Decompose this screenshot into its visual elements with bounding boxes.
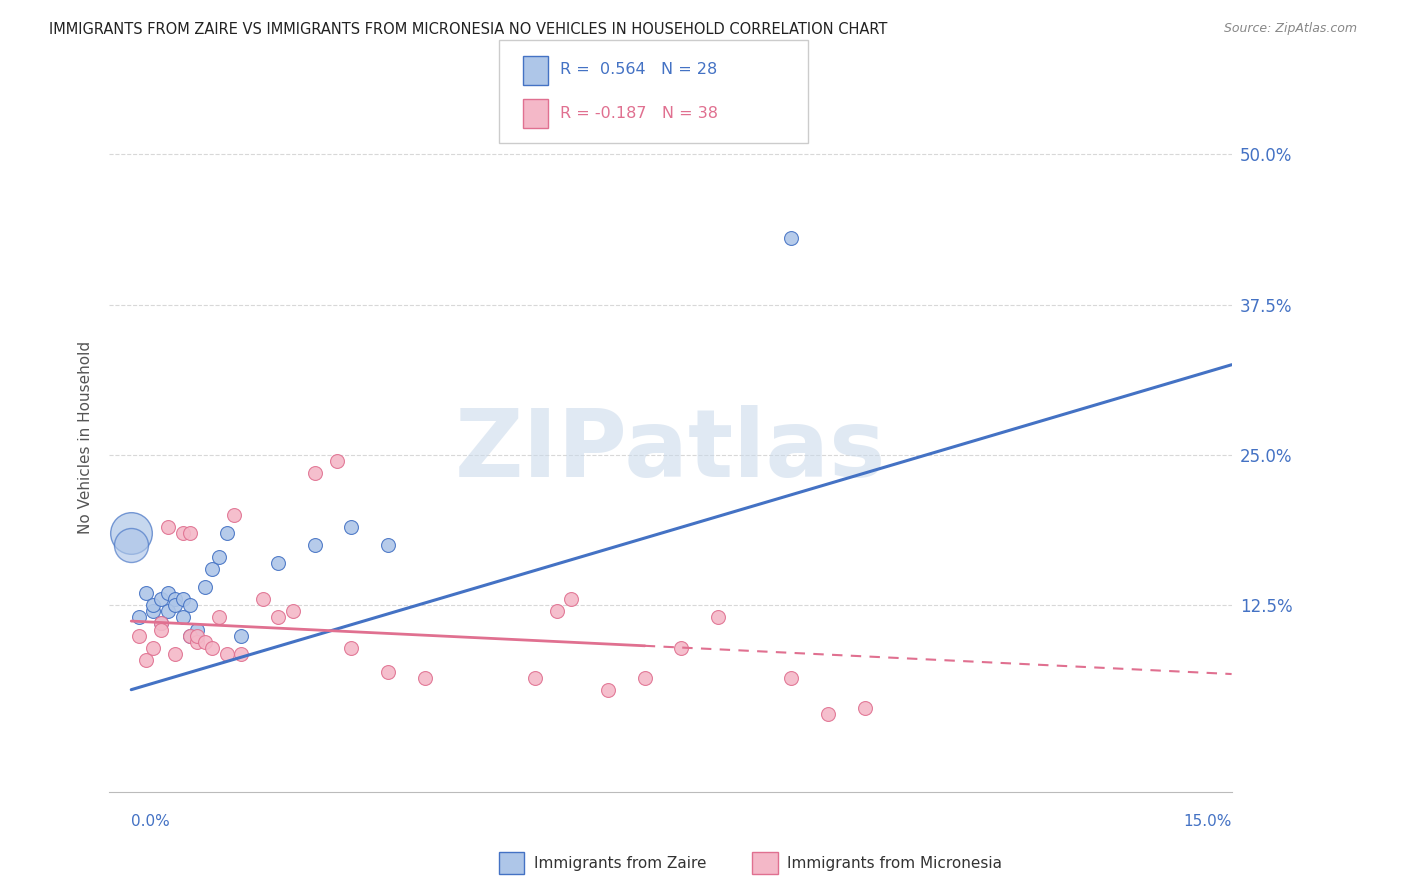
Point — [340, 640, 363, 655]
Point — [413, 671, 436, 685]
Point — [179, 526, 201, 541]
Point — [179, 628, 201, 642]
Point — [546, 604, 568, 618]
Point — [596, 682, 619, 697]
Point — [172, 592, 194, 607]
Point — [201, 562, 224, 576]
Point — [377, 538, 399, 552]
Point — [172, 610, 194, 624]
Point — [172, 526, 194, 541]
Point — [120, 538, 142, 552]
Point — [671, 640, 693, 655]
Point — [707, 610, 730, 624]
Point — [208, 610, 231, 624]
Point — [780, 671, 803, 685]
Point — [231, 628, 253, 642]
Point — [304, 538, 326, 552]
Point — [156, 604, 179, 618]
Point — [179, 599, 201, 613]
Point — [156, 586, 179, 600]
Point — [179, 628, 201, 642]
Point — [252, 592, 274, 607]
Point — [523, 671, 546, 685]
Point — [817, 706, 839, 721]
Text: Source: ZipAtlas.com: Source: ZipAtlas.com — [1223, 22, 1357, 36]
Point — [149, 623, 172, 637]
Point — [194, 581, 217, 595]
Text: 15.0%: 15.0% — [1184, 814, 1232, 829]
Point — [149, 592, 172, 607]
Point — [634, 671, 657, 685]
Text: IMMIGRANTS FROM ZAIRE VS IMMIGRANTS FROM MICRONESIA NO VEHICLES IN HOUSEHOLD COR: IMMIGRANTS FROM ZAIRE VS IMMIGRANTS FROM… — [49, 22, 887, 37]
Point — [128, 628, 150, 642]
Point — [149, 616, 172, 631]
Point — [128, 610, 150, 624]
Point — [231, 647, 253, 661]
Y-axis label: No Vehicles in Household: No Vehicles in Household — [79, 341, 93, 533]
Text: Immigrants from Micronesia: Immigrants from Micronesia — [787, 856, 1002, 871]
Point — [780, 231, 803, 245]
Point — [149, 616, 172, 631]
Point — [186, 628, 208, 642]
Text: Immigrants from Zaire: Immigrants from Zaire — [534, 856, 707, 871]
Point — [215, 647, 238, 661]
Point — [201, 640, 224, 655]
Point — [340, 520, 363, 534]
Point — [215, 526, 238, 541]
Text: R = -0.187   N = 38: R = -0.187 N = 38 — [560, 106, 717, 120]
Point — [142, 604, 165, 618]
Point — [142, 640, 165, 655]
Point — [165, 592, 187, 607]
Point — [560, 592, 582, 607]
Point — [135, 586, 157, 600]
Text: ZIPatlas: ZIPatlas — [454, 405, 886, 497]
Point — [120, 526, 142, 541]
Text: 0.0%: 0.0% — [131, 814, 170, 829]
Point — [135, 652, 157, 666]
Point — [853, 700, 876, 714]
Point — [165, 647, 187, 661]
Point — [194, 634, 217, 648]
Point — [208, 550, 231, 565]
Point — [142, 599, 165, 613]
Point — [325, 454, 347, 468]
Point — [165, 599, 187, 613]
Point — [377, 665, 399, 679]
Point — [186, 623, 208, 637]
Point — [304, 466, 326, 480]
Point — [281, 604, 304, 618]
Point — [222, 508, 245, 523]
Point — [267, 610, 290, 624]
Point — [267, 557, 290, 571]
Point — [156, 520, 179, 534]
Point — [186, 634, 208, 648]
Text: R =  0.564   N = 28: R = 0.564 N = 28 — [560, 62, 717, 77]
